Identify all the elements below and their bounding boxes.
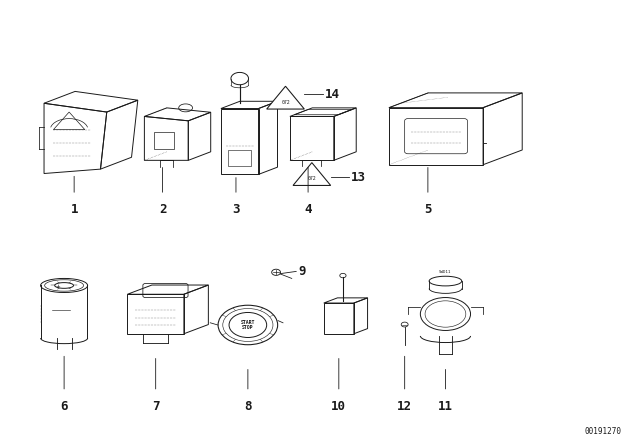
Text: 12: 12 [397, 400, 412, 413]
Text: 14: 14 [325, 88, 340, 101]
Text: 13: 13 [351, 171, 366, 184]
Text: 8: 8 [244, 400, 252, 413]
Text: 072: 072 [308, 176, 316, 181]
Text: SWD11: SWD11 [439, 270, 452, 274]
Text: 2: 2 [159, 203, 166, 216]
Text: +: + [56, 284, 60, 289]
Text: 4: 4 [305, 203, 312, 216]
Text: 1: 1 [70, 203, 78, 216]
Text: 3: 3 [232, 203, 240, 216]
Text: START
STOP: START STOP [241, 319, 255, 330]
Text: 6: 6 [60, 400, 68, 413]
Text: 9: 9 [298, 265, 305, 278]
Polygon shape [267, 86, 305, 109]
Text: 072: 072 [281, 100, 290, 105]
Text: 10: 10 [332, 400, 346, 413]
Text: 7: 7 [152, 400, 159, 413]
Text: 5: 5 [424, 203, 431, 216]
Polygon shape [293, 163, 331, 185]
Text: 00191270: 00191270 [584, 426, 621, 435]
Text: 11: 11 [438, 400, 453, 413]
